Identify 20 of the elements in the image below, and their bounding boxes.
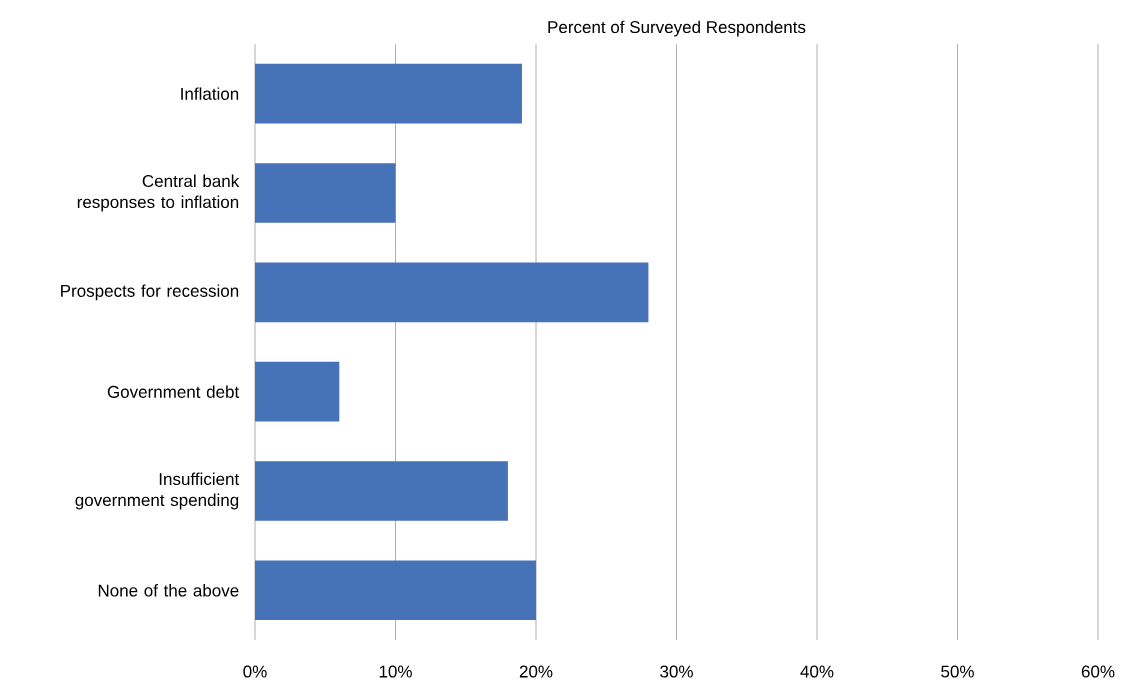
bar xyxy=(255,163,396,223)
x-tick-label: 20% xyxy=(519,665,553,678)
x-tick-label: 10% xyxy=(379,665,412,678)
bar xyxy=(255,560,537,621)
y-tick-label: Insufficient government spending xyxy=(75,472,240,510)
y-tick-label: Inflation xyxy=(181,87,239,100)
bar xyxy=(255,63,522,124)
y-tick-label: Prospects for recession xyxy=(61,284,239,301)
x-tick-label: 0% xyxy=(243,665,267,678)
bar xyxy=(255,361,340,422)
x-tick-label: 30% xyxy=(660,665,693,678)
bar xyxy=(255,461,508,521)
y-tick-label: None of the above xyxy=(98,584,239,597)
x-tick-label: 60% xyxy=(1081,665,1115,678)
x-tick-label: 40% xyxy=(800,665,834,678)
bar xyxy=(255,262,649,323)
y-tick-label: Central bank responses to inflation xyxy=(77,174,240,212)
x-axis-title: Percent of Surveyed Respondents xyxy=(548,20,806,37)
x-tick-label: 50% xyxy=(941,665,974,678)
y-tick-label: Government debt xyxy=(107,385,240,398)
